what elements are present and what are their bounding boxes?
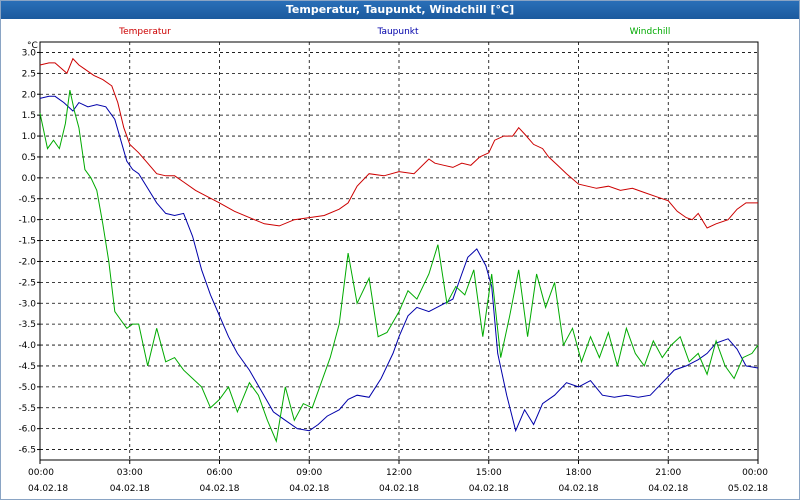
y-tick-label: -1.5 (18, 237, 36, 247)
y-tick-label: 1.0 (22, 132, 37, 142)
window-title: Temperatur, Taupunkt, Windchill [°C] (1, 1, 799, 19)
y-axis-label: °C (27, 41, 38, 51)
series-lines (39, 57, 759, 443)
y-tick-label: -0.5 (18, 195, 36, 205)
y-tick-label: 1.5 (22, 111, 36, 121)
x-tick-time: 09:00 (296, 468, 322, 478)
legend-taupunkt: Taupunkt (376, 27, 419, 37)
y-tick-label: -3.0 (18, 299, 36, 309)
y-tick-label: -3.5 (18, 320, 36, 330)
x-tick-date: 04.02.18 (199, 484, 239, 494)
y-tick-label: -4.0 (18, 341, 36, 351)
y-tick-label: 0.5 (22, 153, 36, 163)
x-tick-date: 04.02.18 (648, 484, 688, 494)
y-tick-label: 2.5 (22, 69, 36, 79)
legend-windchill: Windchill (630, 27, 671, 37)
x-tick-date: 04.02.18 (379, 484, 419, 494)
grid-lines (40, 42, 758, 460)
y-tick-label: -2.0 (18, 257, 36, 267)
y-axis: 3.0 2.5 2.0 1.5 1.0 0.5 0.0 -0.5 -1.0 -1.5 -2.0 -2.… (18, 48, 40, 456)
x-tick-time: 00:00 (742, 468, 768, 478)
x-tick-date: 04.02.18 (289, 484, 329, 494)
x-tick-date: 04.02.18 (558, 484, 598, 494)
y-tick-label: -5.0 (18, 383, 36, 393)
x-tick-date: 04.02.18 (469, 484, 509, 494)
y-tick-label: -1.0 (18, 216, 36, 226)
y-tick-label: -2.5 (18, 278, 36, 288)
y-tick-label: -6.0 (18, 425, 36, 435)
x-tick-time: 00:00 (28, 468, 54, 478)
x-tick-time: 15:00 (476, 468, 502, 478)
x-tick-date: 04.02.18 (110, 484, 150, 494)
series-line-temperatur (39, 57, 758, 229)
x-tick-time: 12:00 (386, 468, 412, 478)
legend: Temperatur Taupunkt Windchill (118, 27, 670, 37)
x-tick-time: 06:00 (207, 468, 233, 478)
y-tick-label: -6.5 (18, 446, 36, 456)
series-line-taupunkt (39, 95, 759, 433)
y-tick-label: -5.5 (18, 404, 36, 414)
y-tick-label: -4.5 (18, 362, 36, 372)
x-tick-date: 04.02.18 (28, 484, 68, 494)
x-tick-time: 03:00 (117, 468, 143, 478)
x-tick-date: 05.02.18 (728, 484, 768, 494)
x-axis: 00:00 04.02.18 03:00 04.02.18 06:00 04.02.18 0… (28, 460, 768, 494)
y-tick-label: 3.0 (22, 48, 37, 58)
legend-temperatur: Temperatur (118, 27, 171, 37)
y-tick-label: 2.0 (22, 90, 37, 100)
y-tick-label: 0.0 (22, 174, 37, 184)
series-line-windchill (39, 89, 759, 443)
x-tick-time: 21:00 (655, 468, 681, 478)
x-tick-time: 18:00 (566, 468, 592, 478)
